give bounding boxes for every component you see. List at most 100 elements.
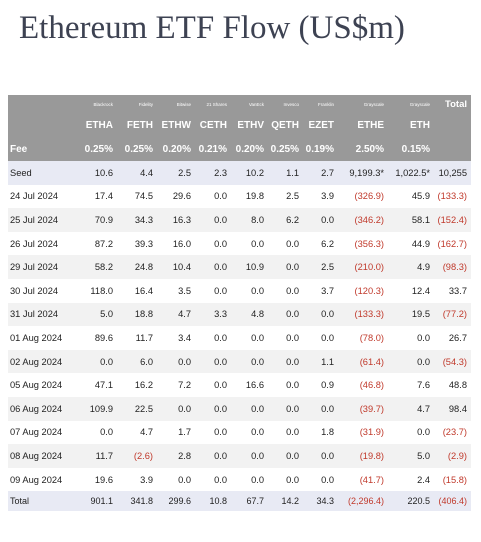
flow-value: (120.3) — [338, 278, 388, 303]
flow-value: 0.0 — [268, 467, 303, 492]
flow-value: 58.1 — [388, 208, 434, 232]
flow-value: 0.0 — [74, 349, 117, 374]
flow-value: 3.5 — [157, 278, 195, 303]
flow-value: 2.3 — [195, 161, 231, 185]
row-label: 06 Aug 2024 — [8, 396, 74, 421]
fee-value: 0.25% — [117, 138, 157, 161]
ticker-header: QETH — [268, 113, 303, 138]
issuer-header: Invesco — [268, 95, 303, 113]
issuer-header: Franklin — [303, 95, 338, 113]
etf-flow-table-container: Blackrock Fidelity Bitwise 21 Shares VanEck I… — [8, 95, 471, 512]
total-value: (2,296.4) — [338, 491, 388, 512]
row-label: 09 Aug 2024 — [8, 467, 74, 492]
flow-value: 6.2 — [268, 208, 303, 232]
flow-value: 16.3 — [157, 208, 195, 232]
fee-label: Fee — [8, 138, 74, 161]
flow-value: 0.9 — [303, 373, 338, 397]
ticker-header: ETHA — [74, 113, 117, 138]
flow-value: 8.0 — [231, 208, 268, 232]
total-value: 341.8 — [117, 491, 157, 512]
flow-value: 4.7 — [117, 420, 157, 445]
table-row: 25 Jul 2024 70.9 34.3 16.3 0.0 8.0 6.2 0.0 (346.… — [8, 208, 471, 232]
flow-value: 0.0 — [195, 467, 231, 492]
flow-value: 0.0 — [268, 420, 303, 445]
flow-value: 0.0 — [157, 467, 195, 492]
flow-value: 0.0 — [303, 396, 338, 421]
flow-value: 0.0 — [231, 326, 268, 350]
flow-value: 0.0 — [303, 208, 338, 232]
row-label: 24 Jul 2024 — [8, 184, 74, 209]
ticker-header — [434, 113, 471, 138]
chart-title: Ethereum ETF Flow (US$m) — [19, 10, 405, 46]
row-label: 29 Jul 2024 — [8, 255, 74, 279]
row-label: 05 Aug 2024 — [8, 373, 74, 397]
flow-value: 2.5 — [268, 184, 303, 209]
issuer-header: Blackrock — [74, 95, 117, 113]
row-label: Seed — [8, 161, 74, 185]
flow-value: 47.1 — [74, 373, 117, 397]
flow-value: 19.5 — [388, 302, 434, 327]
flow-value: 58.2 — [74, 255, 117, 279]
table-row: 30 Jul 2024 118.0 16.4 3.5 0.0 0.0 0.0 3.7 (120.… — [8, 278, 471, 303]
flow-value: 0.0 — [388, 326, 434, 350]
flow-value: 5.0 — [74, 302, 117, 327]
flow-value: 2.5 — [157, 161, 195, 185]
flow-value: 0.0 — [303, 302, 338, 327]
flow-value: 0.0 — [303, 326, 338, 350]
ticker-header: ETH — [388, 113, 434, 138]
flow-value: (133.3) — [434, 184, 471, 209]
flow-value: (39.7) — [338, 396, 388, 421]
flow-value: 0.0 — [195, 326, 231, 350]
flow-value: (41.7) — [338, 467, 388, 492]
flow-value: 0.0 — [195, 444, 231, 468]
row-label: 26 Jul 2024 — [8, 231, 74, 256]
etf-flow-table: Blackrock Fidelity Bitwise 21 Shares VanEck I… — [8, 95, 471, 512]
flow-value: 16.6 — [231, 373, 268, 397]
ticker-header: EZET — [303, 113, 338, 138]
flow-value: 19.6 — [74, 467, 117, 492]
flow-value: 0.0 — [231, 396, 268, 421]
ticker-header: ETHW — [157, 113, 195, 138]
total-value: 14.2 — [268, 491, 303, 512]
flow-value: 3.7 — [303, 278, 338, 303]
issuer-header: Grayscale — [388, 95, 434, 113]
flow-value: 0.0 — [268, 373, 303, 397]
flow-value: 10.4 — [157, 255, 195, 279]
flow-value: 45.9 — [388, 184, 434, 209]
flow-value: 16.4 — [117, 278, 157, 303]
flow-value: 4.8 — [231, 302, 268, 327]
flow-value: 0.0 — [388, 349, 434, 374]
flow-value: (54.3) — [434, 349, 471, 374]
flow-value: 0.0 — [268, 444, 303, 468]
total-value: 299.6 — [157, 491, 195, 512]
flow-value: 4.9 — [388, 255, 434, 279]
table-row: 31 Jul 2024 5.0 18.8 4.7 3.3 4.8 0.0 0.0 (133.3)… — [8, 302, 471, 327]
total-column-header: Total — [434, 95, 471, 113]
flow-value: (2.6) — [117, 444, 157, 468]
flow-value: 0.0 — [268, 396, 303, 421]
flow-value: 0.0 — [195, 420, 231, 445]
fee-value: 0.25% — [268, 138, 303, 161]
flow-value: (210.0) — [338, 255, 388, 279]
fee-value: 2.50% — [338, 138, 388, 161]
flow-value: 9,199.3* — [338, 161, 388, 185]
total-label: Total — [8, 491, 74, 512]
flow-value: 0.0 — [388, 420, 434, 445]
flow-value: 34.3 — [117, 208, 157, 232]
total-value: 220.5 — [388, 491, 434, 512]
flow-value: 0.0 — [195, 184, 231, 209]
flow-value: 0.0 — [231, 231, 268, 256]
flow-value: 0.0 — [195, 396, 231, 421]
flow-value: 0.0 — [231, 278, 268, 303]
total-value: 10.8 — [195, 491, 231, 512]
flow-value: 7.6 — [388, 373, 434, 397]
total-value: 901.1 — [74, 491, 117, 512]
flow-value: 26.7 — [434, 326, 471, 350]
flow-value: 0.0 — [303, 467, 338, 492]
fee-value: 0.15% — [388, 138, 434, 161]
issuer-header-row: Blackrock Fidelity Bitwise 21 Shares VanEck I… — [8, 95, 471, 113]
flow-value: 3.4 — [157, 326, 195, 350]
flow-value: 7.2 — [157, 373, 195, 397]
flow-value: 0.0 — [157, 396, 195, 421]
total-value: 34.3 — [303, 491, 338, 512]
